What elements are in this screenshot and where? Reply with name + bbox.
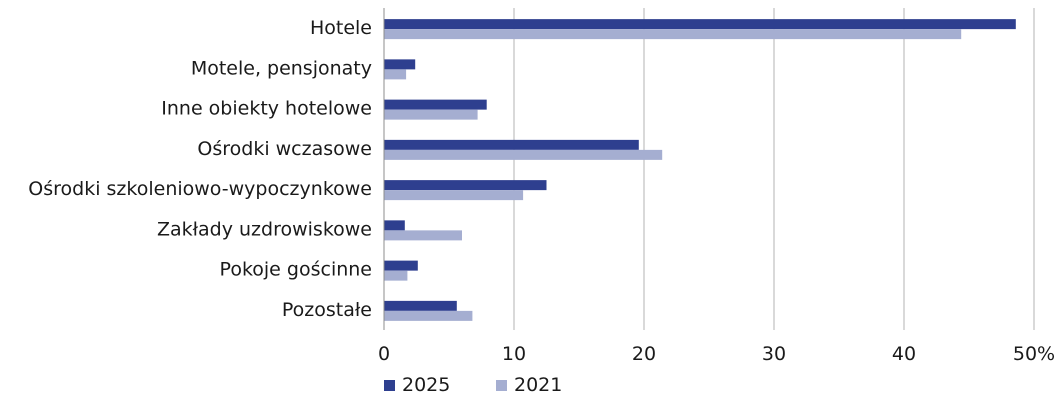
category-label-3: Ośrodki wczasowe xyxy=(197,138,372,160)
bar-2021-3 xyxy=(384,149,663,160)
bar-2025-5 xyxy=(384,220,405,231)
x-tick-labels: 0 10 20 30 40 50% xyxy=(378,343,1055,365)
bar-2021-2 xyxy=(384,109,478,120)
bar-2025-3 xyxy=(384,139,639,150)
bar-2025-0 xyxy=(384,19,1016,30)
bar-2021-4 xyxy=(384,190,524,201)
bar-2025-4 xyxy=(384,180,547,191)
x-tick-label-4: 40 xyxy=(892,343,916,365)
bar-2021-5 xyxy=(384,230,462,241)
bar-2021-0 xyxy=(384,29,962,40)
category-label-0: Hotele xyxy=(310,17,372,39)
bars xyxy=(384,19,1016,321)
category-label-7: Pozostałe xyxy=(282,299,372,321)
category-labels: Hotele Motele, pensjonaty Inne obiekty hot… xyxy=(28,17,372,321)
category-label-4: Ośrodki szkoleniowo-wypoczynkowe xyxy=(28,178,372,200)
legend-label-2021: 2021 xyxy=(514,374,562,396)
bar-2021-7 xyxy=(384,310,473,321)
x-tick-label-0: 0 xyxy=(378,343,390,365)
category-label-5: Zakłady uzdrowiskowe xyxy=(157,218,372,240)
bar-2025-7 xyxy=(384,300,457,311)
legend-label-2025: 2025 xyxy=(402,374,450,396)
category-label-6: Pokoje gościnne xyxy=(220,259,372,281)
x-tick-label-3: 30 xyxy=(762,343,786,365)
bar-2025-2 xyxy=(384,99,487,110)
gridlines xyxy=(513,8,1035,330)
x-tick-label-2: 20 xyxy=(632,343,656,365)
legend-swatch-2025 xyxy=(384,380,395,391)
bar-2025-1 xyxy=(384,59,416,70)
bar-2021-1 xyxy=(384,69,407,80)
legend: 2025 2021 xyxy=(384,374,562,396)
category-label-2: Inne obiekty hotelowe xyxy=(161,98,372,120)
x-tick-label-1: 10 xyxy=(502,343,526,365)
bar-2021-6 xyxy=(384,270,408,281)
category-label-1: Motele, pensjonaty xyxy=(191,57,372,79)
bar-2025-6 xyxy=(384,260,418,271)
legend-swatch-2021 xyxy=(496,380,507,391)
x-tick-label-5: 50% xyxy=(1013,343,1055,365)
